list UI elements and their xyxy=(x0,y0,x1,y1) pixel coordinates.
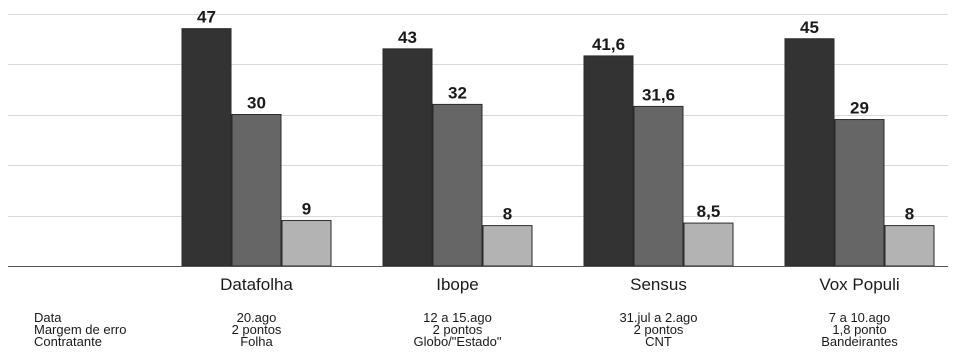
bar xyxy=(834,119,885,267)
bar-value-label: 8,5 xyxy=(697,202,721,221)
bar xyxy=(884,225,935,267)
info-cell: 2 pontos xyxy=(433,322,483,337)
info-row-label: Data xyxy=(34,310,62,325)
bar-value-label: 8 xyxy=(905,205,914,224)
bar xyxy=(281,220,332,267)
info-cell: 2 pontos xyxy=(232,322,282,337)
category-label: Sensus xyxy=(630,275,687,294)
bar xyxy=(382,48,433,267)
info-cell: CNT xyxy=(645,334,672,349)
bar xyxy=(633,105,684,267)
info-cell: 1,8 ponto xyxy=(832,322,886,337)
bar-value-label: 45 xyxy=(800,18,819,37)
bar-value-label: 47 xyxy=(197,8,216,27)
bars: 47 30 9 43 32 8 41,6 31,6 8,5 45 29 8 xyxy=(181,8,935,267)
bar xyxy=(784,38,835,267)
info-cell: Globo/"Estado" xyxy=(413,334,501,349)
info-cell: 20.ago xyxy=(237,310,277,325)
bar-value-label: 9 xyxy=(302,200,311,219)
info-cell: Folha xyxy=(240,334,273,349)
bar-value-label: 32 xyxy=(448,83,467,102)
bar xyxy=(432,103,483,267)
category-label: Vox Populi xyxy=(819,275,899,294)
info-row-label: Margem de erro xyxy=(34,322,126,337)
bar-value-label: 29 xyxy=(850,99,869,118)
category-label: Ibope xyxy=(436,275,479,294)
category-labels: Datafolha Ibope Sensus Vox Populi xyxy=(220,275,900,294)
info-cell: 31.jul a 2.ago xyxy=(619,310,697,325)
bar-value-label: 41,6 xyxy=(592,35,625,54)
info-cell: Bandeirantes xyxy=(821,334,898,349)
bar-value-label: 8 xyxy=(503,205,512,224)
bar-value-label: 31,6 xyxy=(642,85,675,104)
category-label: Datafolha xyxy=(220,275,293,294)
bar-value-label: 43 xyxy=(398,28,417,47)
bar xyxy=(583,55,634,267)
info-row-label: Contratante xyxy=(34,334,102,349)
bar-value-label: 30 xyxy=(247,94,266,113)
bar xyxy=(231,114,282,267)
info-cell: 12 a 15.ago xyxy=(423,310,492,325)
info-cell: 2 pontos xyxy=(634,322,684,337)
bar xyxy=(181,28,232,267)
info-cell: 7 a 10.ago xyxy=(829,310,890,325)
bar xyxy=(482,225,533,267)
bar xyxy=(683,222,734,267)
